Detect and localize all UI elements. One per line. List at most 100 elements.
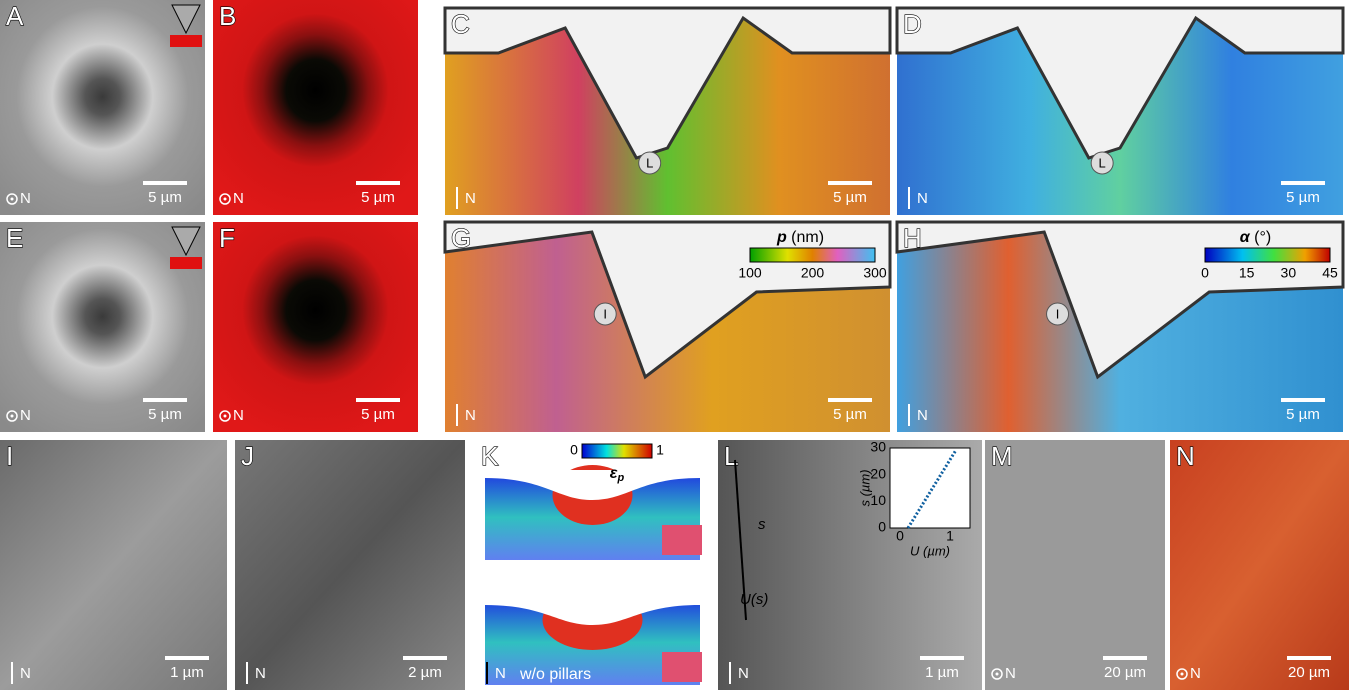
scale-bar-label: 5 µm bbox=[148, 189, 182, 206]
marker-circle bbox=[638, 151, 662, 175]
indent-void bbox=[485, 590, 700, 625]
indent-void bbox=[485, 470, 700, 500]
scale-bar bbox=[165, 656, 209, 660]
marker-circle bbox=[1046, 302, 1070, 326]
out-of-plane-icon bbox=[995, 672, 999, 676]
marker-label: L bbox=[646, 155, 653, 170]
inset-xtick: 1 bbox=[946, 528, 954, 544]
marker-label: I bbox=[603, 306, 607, 321]
out-of-plane-icon bbox=[6, 410, 18, 422]
marker-label: I bbox=[1056, 306, 1060, 321]
panel-label: H bbox=[903, 223, 922, 253]
panel-image bbox=[0, 440, 227, 690]
panel-label: B bbox=[219, 1, 236, 31]
scale-bar bbox=[920, 656, 964, 660]
colorbar-title: α (°) bbox=[1240, 229, 1271, 246]
panel-label: A bbox=[6, 1, 24, 31]
axis-label: N bbox=[738, 665, 749, 682]
colorbar bbox=[581, 443, 653, 459]
scale-bar-label: 5 µm bbox=[1286, 406, 1320, 423]
scale-bar bbox=[143, 181, 187, 185]
solid-block bbox=[662, 652, 702, 682]
colorbar-tick: 300 bbox=[863, 265, 887, 281]
scale-bar-label: 1 µm bbox=[170, 664, 204, 681]
inset-ytick: 20 bbox=[870, 465, 886, 481]
out-of-plane-icon bbox=[219, 410, 231, 422]
scale-bar bbox=[143, 398, 187, 402]
axis-label: N bbox=[233, 190, 244, 207]
inset-plot bbox=[889, 447, 971, 529]
panel-label: D bbox=[903, 9, 922, 39]
panel-label: C bbox=[451, 9, 470, 39]
colorbar-title: εp bbox=[610, 465, 625, 484]
out-of-plane-icon bbox=[223, 414, 227, 418]
axis-label: N bbox=[917, 190, 928, 207]
panel-image bbox=[1170, 440, 1349, 690]
colorbar-tick: 0 bbox=[1201, 265, 1209, 281]
scale-bar bbox=[828, 398, 872, 402]
axis-label: N bbox=[1190, 665, 1201, 682]
marker-circle bbox=[593, 302, 617, 326]
out-of-plane-icon bbox=[223, 197, 227, 201]
scale-bar-label: 20 µm bbox=[1288, 664, 1330, 681]
colorbar-tick: 100 bbox=[738, 265, 762, 281]
colorbar-tick: 0 bbox=[570, 442, 578, 458]
indenter-icon bbox=[170, 35, 202, 47]
scale-bar-label: 5 µm bbox=[361, 406, 395, 423]
out-of-plane-icon bbox=[991, 668, 1003, 680]
scale-bar-label: 5 µm bbox=[361, 189, 395, 206]
inset-xtick: 0 bbox=[896, 528, 904, 544]
out-of-plane-icon bbox=[10, 197, 14, 201]
scale-bar-label: 5 µm bbox=[148, 406, 182, 423]
k-label: w/o pillars bbox=[519, 666, 591, 683]
s-arrow bbox=[734, 459, 747, 621]
colorbar bbox=[749, 247, 876, 263]
s-label: s bbox=[758, 516, 766, 533]
indent-void bbox=[443, 6, 892, 160]
panel-label: F bbox=[219, 223, 235, 253]
panel-image bbox=[985, 440, 1165, 690]
panel-image bbox=[235, 440, 465, 690]
panel-label: M bbox=[991, 441, 1013, 471]
panel-image bbox=[213, 222, 418, 432]
axis-label: N bbox=[465, 190, 476, 207]
colorbar-tick: 200 bbox=[801, 265, 825, 281]
out-of-plane-icon bbox=[1176, 668, 1188, 680]
panel-label: E bbox=[6, 223, 23, 253]
inset-ytick: 10 bbox=[870, 492, 886, 508]
axis-label: N bbox=[255, 665, 266, 682]
colorbar-tick: 1 bbox=[656, 442, 664, 458]
inset-ylabel: s (µm) bbox=[857, 469, 872, 506]
panel-label: N bbox=[1176, 441, 1195, 471]
pillar-block bbox=[662, 525, 702, 555]
axis-label: N bbox=[20, 407, 31, 424]
inset-ytick: 0 bbox=[878, 519, 886, 535]
scale-bar bbox=[1281, 398, 1325, 402]
axis-label: N bbox=[465, 407, 476, 424]
scale-bar bbox=[356, 398, 400, 402]
scale-bar-label: 5 µm bbox=[833, 189, 867, 206]
colorbar-tick: 45 bbox=[1322, 265, 1338, 281]
u-label: U(s) bbox=[740, 591, 768, 608]
panel-label: K bbox=[481, 441, 499, 471]
scale-bar bbox=[1281, 181, 1325, 185]
marker-label: L bbox=[1099, 155, 1106, 170]
indenter-icon bbox=[170, 257, 202, 269]
indenter-icon bbox=[171, 226, 201, 257]
scale-bar-label: 2 µm bbox=[408, 664, 442, 681]
colorbar-tick: 15 bbox=[1239, 265, 1255, 281]
k-label: Pillars bbox=[515, 563, 559, 580]
inset-xlabel: U (µm) bbox=[910, 543, 950, 558]
axis-label: N bbox=[917, 407, 928, 424]
scale-bar bbox=[1103, 656, 1147, 660]
out-of-plane-icon bbox=[10, 414, 14, 418]
fit-line bbox=[906, 449, 958, 529]
scale-bar-label: 5 µm bbox=[1286, 189, 1320, 206]
scale-bar bbox=[356, 181, 400, 185]
out-of-plane-icon bbox=[219, 193, 231, 205]
colorbar bbox=[1204, 247, 1331, 263]
axis-label: N bbox=[20, 190, 31, 207]
out-of-plane-icon bbox=[1180, 672, 1184, 676]
marker-circle bbox=[1090, 151, 1114, 175]
